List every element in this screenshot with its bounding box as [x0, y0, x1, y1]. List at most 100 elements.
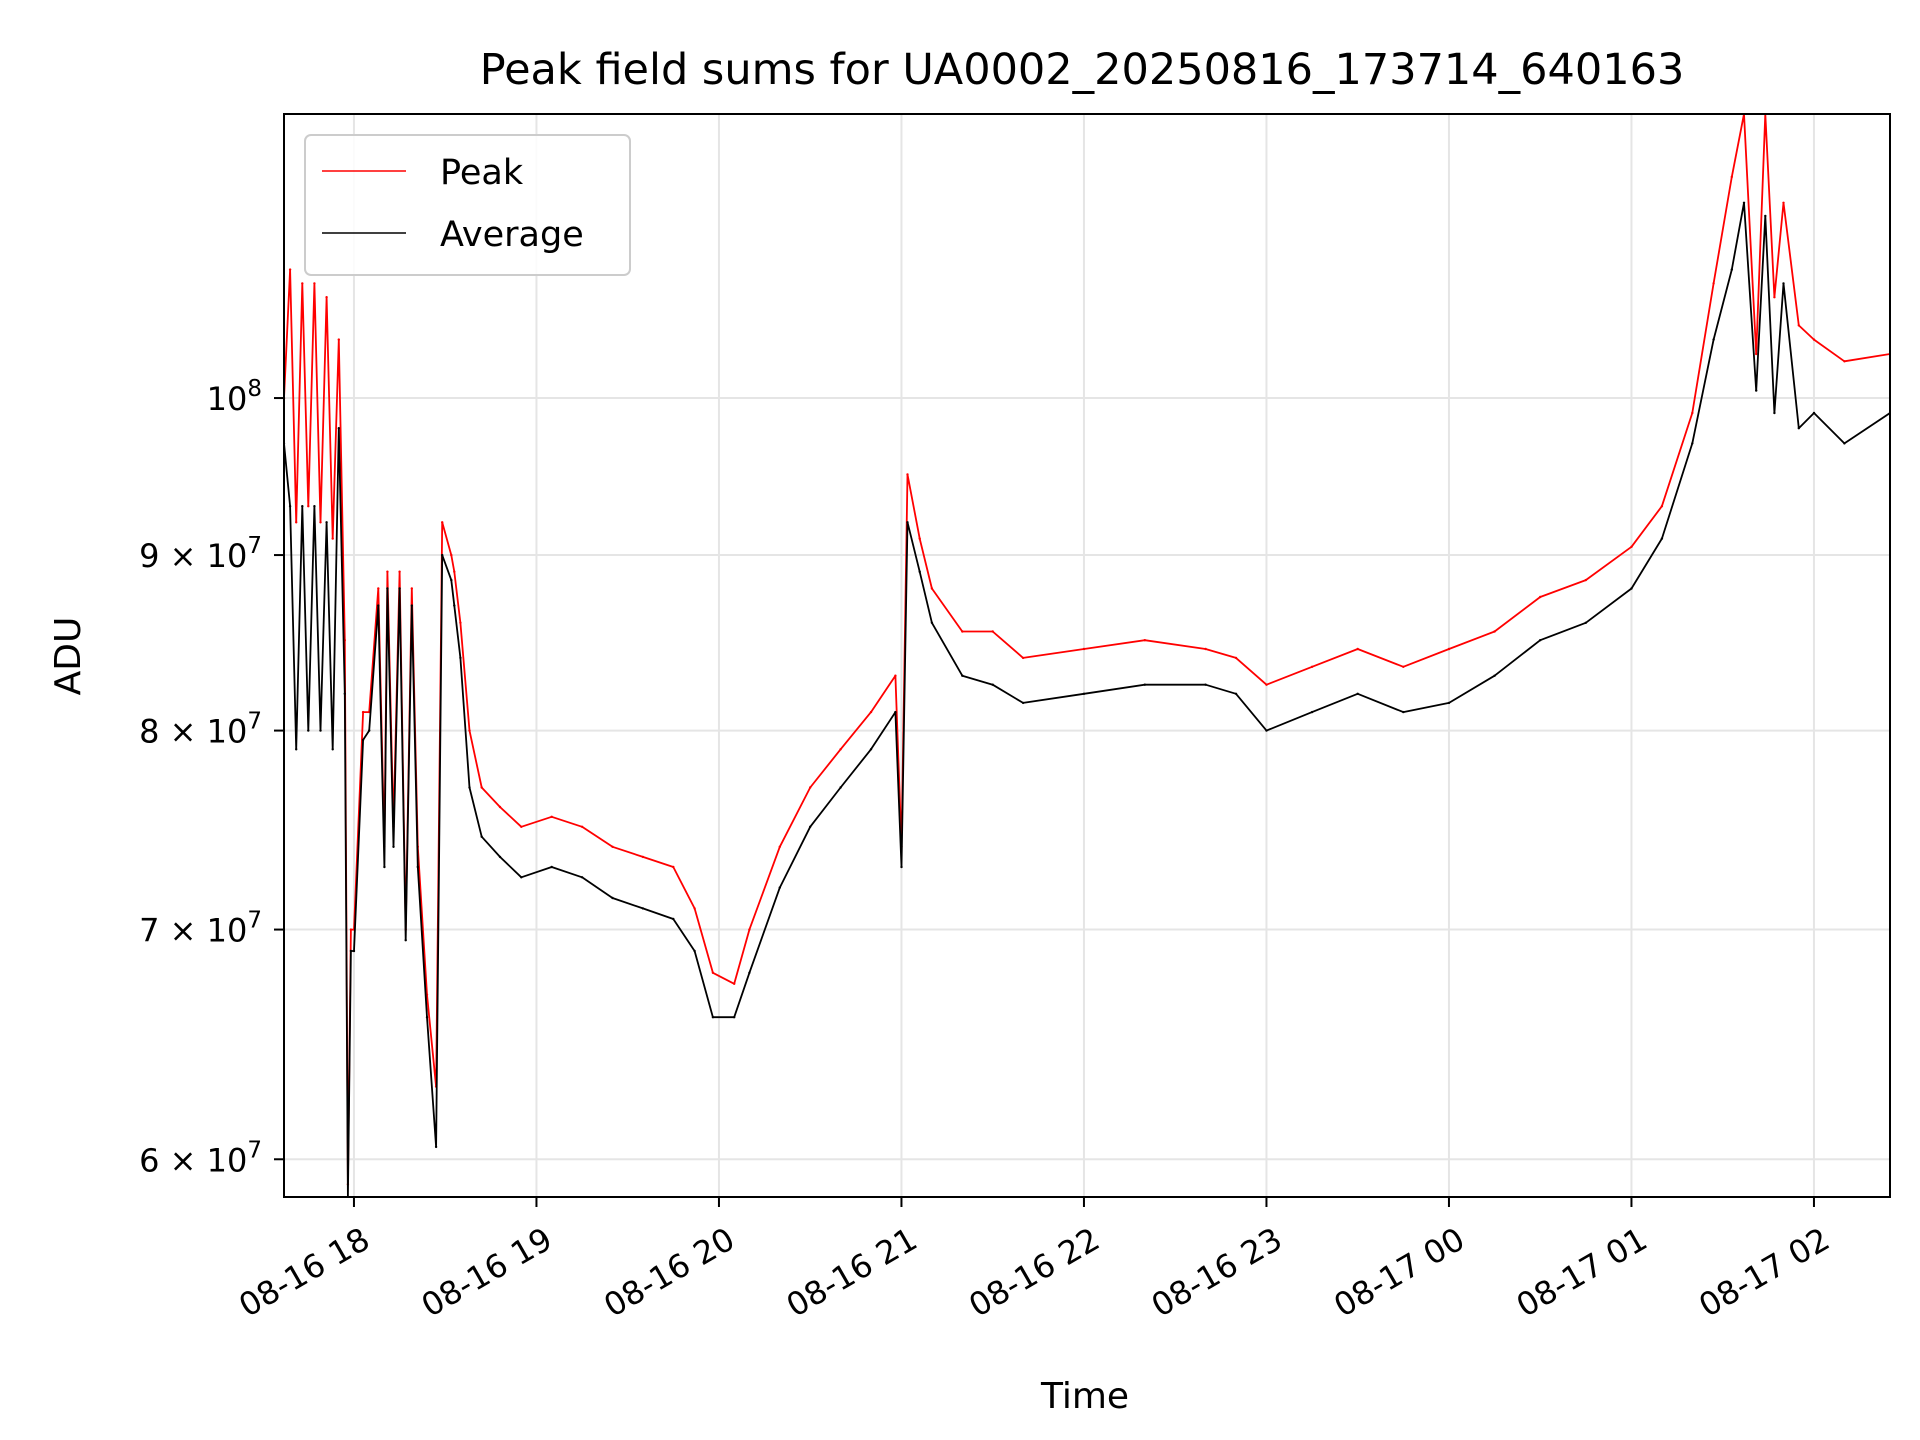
data-point-peak: [453, 570, 456, 573]
data-point-peak: [459, 621, 462, 624]
data-point-average: [839, 786, 842, 789]
data-point-peak: [325, 296, 328, 299]
plot-area: [283, 113, 1891, 1198]
data-point-peak: [839, 748, 842, 751]
data-point-average: [1234, 692, 1238, 695]
data-point-average: [930, 621, 934, 624]
data-point-peak: [450, 553, 453, 557]
data-point-average: [1310, 710, 1314, 714]
y-axis: 6 × 107 7 × 107 8 × 107 9 × 107 108: [139, 376, 284, 1179]
data-point-peak: [641, 855, 645, 859]
data-point-average: [386, 587, 389, 590]
data-point-average: [693, 949, 696, 953]
data-point-peak: [778, 845, 781, 848]
data-point-peak: [1204, 647, 1207, 651]
data-point-average: [733, 1016, 736, 1019]
data-point-average: [343, 692, 346, 695]
data-point-average: [434, 1145, 438, 1149]
data-point-average: [498, 855, 502, 859]
data-point-peak: [711, 971, 715, 974]
data-point-peak: [1493, 630, 1496, 633]
legend: Peak Average: [304, 134, 631, 276]
data-point-average: [383, 865, 386, 869]
data-point-average: [869, 748, 873, 751]
data-point-average: [580, 876, 584, 879]
y-tick-label: 8 × 107: [139, 709, 262, 751]
data-point-average: [918, 570, 921, 573]
data-point-average: [1584, 621, 1588, 624]
data-point-peak: [377, 587, 380, 590]
data-point-peak: [1265, 683, 1268, 686]
data-point-peak: [894, 674, 897, 677]
data-point-average: [1082, 692, 1086, 695]
data-point-peak: [1797, 324, 1801, 327]
data-point-peak: [1539, 595, 1542, 599]
y-tick-label: 108: [207, 376, 262, 418]
y-axis-label: ADU: [48, 617, 89, 696]
data-point-peak: [331, 537, 334, 540]
data-point-peak: [930, 587, 934, 590]
data-point-average: [711, 1016, 715, 1019]
data-point-peak: [1712, 282, 1715, 285]
data-point-average: [991, 683, 994, 686]
data-point-average: [425, 1016, 429, 1019]
data-point-average: [520, 876, 523, 879]
data-point-average: [611, 896, 614, 900]
data-point-average: [1730, 268, 1734, 271]
data-point-average: [1742, 201, 1746, 204]
data-point-peak: [386, 570, 389, 573]
data-point-average: [1797, 427, 1801, 430]
data-point-average: [1539, 639, 1542, 642]
data-point-average: [453, 604, 456, 607]
data-point-peak: [809, 786, 812, 789]
data-point-peak: [961, 630, 964, 633]
data-point-peak: [1310, 665, 1314, 668]
data-point-peak: [288, 268, 292, 271]
data-point-average: [325, 521, 328, 524]
series-layer: [284, 114, 1890, 1197]
data-point-peak: [398, 570, 401, 573]
data-point-average: [1812, 411, 1816, 415]
data-point-peak: [520, 825, 523, 828]
data-point-average: [1402, 710, 1405, 714]
data-point-peak: [1021, 656, 1025, 660]
data-point-peak: [1584, 578, 1588, 582]
data-point-peak: [349, 928, 353, 931]
data-point-peak: [1843, 360, 1846, 363]
data-point-average: [301, 505, 304, 508]
data-point-peak: [337, 338, 340, 341]
y-tick-label: 6 × 107: [139, 1137, 262, 1179]
data-point-peak: [1755, 352, 1758, 356]
data-point-peak: [991, 630, 994, 633]
data-point-average: [319, 729, 322, 732]
data-point-average: [480, 835, 483, 838]
data-point-peak: [748, 928, 751, 931]
chart-title: Peak field sums for UA0002_20250816_1737…: [480, 45, 1685, 95]
data-point-average: [1764, 214, 1767, 218]
data-point-peak: [441, 521, 444, 524]
data-point-average: [1712, 338, 1715, 341]
data-point-peak: [693, 907, 696, 910]
data-point-average: [295, 748, 298, 751]
data-point-peak: [550, 815, 553, 818]
data-point-average: [392, 845, 395, 848]
data-point-average: [809, 825, 812, 828]
data-point-average: [1493, 674, 1496, 677]
data-point-average: [404, 939, 407, 942]
data-point-average: [550, 865, 553, 869]
data-point-average: [377, 604, 380, 607]
data-point-average: [961, 674, 964, 677]
data-point-peak: [918, 537, 921, 540]
data-point-average: [459, 656, 462, 660]
data-point-peak: [295, 521, 298, 524]
data-point-average: [1660, 537, 1664, 540]
data-point-peak: [468, 729, 471, 732]
y-tick-label: 9 × 107: [139, 533, 262, 575]
data-point-average: [337, 427, 340, 430]
data-point-peak: [1143, 639, 1147, 642]
x-axis-label: Time: [1040, 1376, 1129, 1417]
data-point-peak: [1773, 296, 1776, 299]
data-point-peak: [869, 710, 873, 714]
data-point-average: [361, 738, 365, 742]
